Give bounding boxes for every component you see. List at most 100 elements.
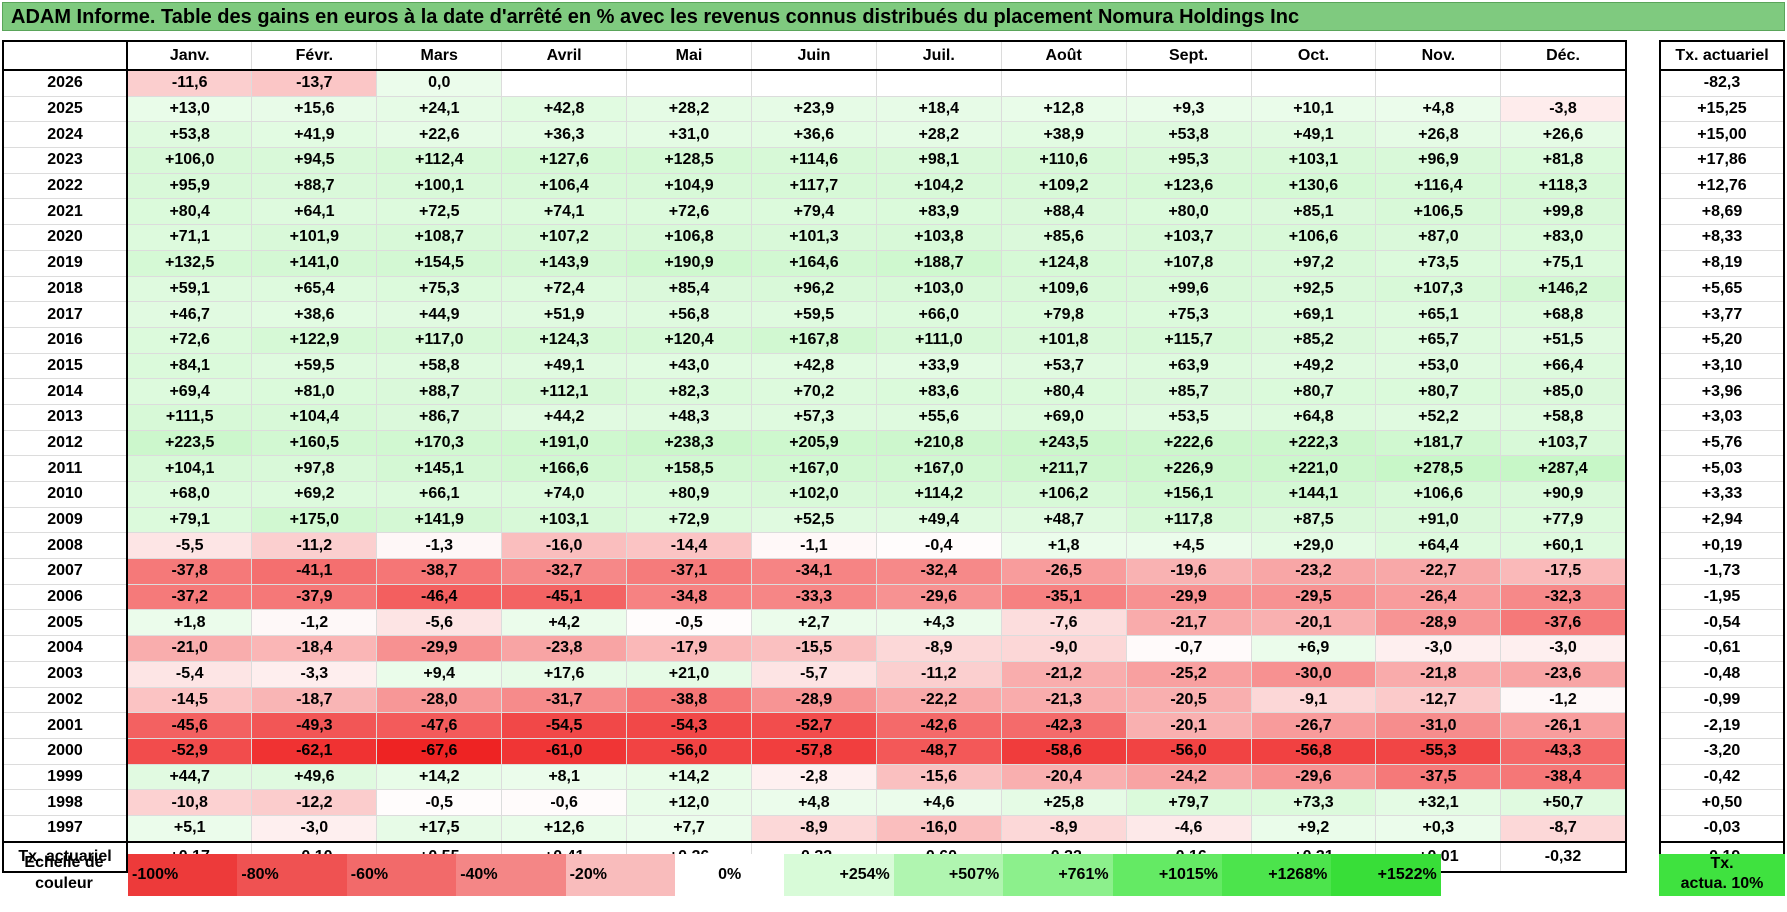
- gain-cell: +106,6: [1250, 224, 1376, 251]
- tx-row: +0,50: [1660, 789, 1784, 816]
- year-row: 2019 +132,5 +141,0 +154,5 +143,9 +190,9 +164,6…: [3, 250, 1626, 277]
- tx-row: +12,76: [1660, 173, 1784, 200]
- gain-cell: +38,6: [251, 301, 377, 328]
- gain-cell: +87,0: [1375, 224, 1501, 251]
- year-row: 2024 +53,8 +41,9 +22,6 +36,3 +31,0 +36,6 +28,2 +…: [3, 121, 1626, 149]
- gain-cell: -37,5: [1375, 764, 1501, 791]
- gain-cell: +111,0: [875, 327, 1002, 354]
- gain-cell: -13,7: [251, 70, 377, 97]
- gain-cell: -21,8: [1375, 661, 1501, 688]
- gain-cell: -23,2: [1250, 558, 1376, 585]
- year-row: 1997 +5,1 -3,0 +17,5 +12,6 +7,7 -8,9 -16,0 -8,9-…: [3, 815, 1626, 843]
- tx-row: -3,20: [1660, 738, 1784, 765]
- gain-cell: +238,3: [626, 430, 752, 457]
- gain-cell: +4,6: [875, 789, 1002, 816]
- gain-cell: +69,2: [251, 481, 377, 508]
- gain-cell: -21,7: [1125, 609, 1252, 637]
- year-row: 2000 -52,9 -62,1 -67,6 -61,0 -56,0 -57,8 -48,7-…: [3, 738, 1626, 765]
- gain-cell: +70,2: [750, 378, 877, 405]
- tx-cell: +8,69: [1660, 198, 1784, 226]
- gain-cell: +4,8: [1375, 96, 1501, 123]
- color-scale-item: -20%: [565, 854, 675, 896]
- gain-cell: +81,0: [251, 378, 377, 405]
- gain-cell: -3,0: [251, 815, 377, 843]
- gain-cell: -20,1: [1125, 712, 1252, 739]
- year-label: 2000: [3, 738, 128, 765]
- gain-cell: +58,8: [376, 353, 502, 380]
- gain-cell: [1250, 70, 1376, 97]
- tx-row: -0,48: [1660, 661, 1784, 688]
- gain-cell: +167,0: [750, 455, 877, 482]
- gain-cell: +144,1: [1250, 481, 1376, 508]
- gain-cell: +226,9: [1125, 455, 1252, 482]
- gain-cell: +127,6: [501, 147, 627, 174]
- gain-cell: +107,3: [1375, 276, 1501, 303]
- gain-cell: +66,4: [1500, 353, 1626, 380]
- gain-cell: +43,0: [626, 353, 752, 380]
- year-label: 2011: [3, 455, 128, 482]
- month-header: Mars: [376, 41, 502, 71]
- gain-cell: -26,4: [1375, 584, 1501, 611]
- gain-cell: -18,7: [251, 687, 377, 714]
- gain-cell: -26,7: [1250, 712, 1376, 739]
- tx-cell: +5,65: [1660, 276, 1784, 303]
- gain-cell: -56,8: [1250, 738, 1376, 765]
- gain-cell: -22,2: [875, 687, 1002, 714]
- gain-cell: +115,7: [1125, 327, 1252, 354]
- gain-cell: +52,2: [1375, 404, 1501, 431]
- gain-cell: -1,2: [1500, 687, 1626, 714]
- gain-cell: +117,8: [1125, 507, 1252, 534]
- gain-cell: -62,1: [251, 738, 377, 765]
- tx-cell: -1,95: [1660, 584, 1784, 611]
- gain-cell: [501, 70, 627, 97]
- gain-cell: +117,0: [376, 327, 502, 354]
- gain-cell: -5,5: [126, 532, 252, 560]
- gain-cell: +181,7: [1375, 430, 1501, 457]
- gain-cell: +90,9: [1500, 481, 1626, 508]
- gain-cell: +46,7: [126, 301, 252, 328]
- tx-cell: -3,20: [1660, 738, 1784, 765]
- gain-cell: +22,6: [376, 121, 502, 149]
- gain-cell: -37,6: [1500, 609, 1626, 637]
- gain-cell: +74,1: [501, 198, 627, 226]
- tx-cell: +2,94: [1660, 507, 1784, 534]
- gain-cell: +166,6: [501, 455, 627, 482]
- gain-cell: +9,2: [1250, 815, 1376, 843]
- gain-cell: +73,3: [1250, 789, 1376, 816]
- tx-row: -1,95: [1660, 584, 1784, 611]
- gain-cell: -45,6: [126, 712, 252, 739]
- gain-cell: +104,4: [251, 404, 377, 431]
- gain-cell: +28,2: [875, 121, 1002, 149]
- year-row: 1999 +44,7 +49,6 +14,2 +8,1 +14,2 -2,8 -15,6 -20…: [3, 764, 1626, 791]
- color-scale-item: +254%: [784, 854, 894, 896]
- gain-cell: +4,3: [875, 609, 1002, 637]
- gain-cell: +103,1: [1250, 147, 1376, 174]
- tx-row: -0,03: [1660, 815, 1784, 843]
- gain-cell: +60,1: [1500, 532, 1626, 560]
- year-row: 2009 +79,1 +175,0 +141,9 +103,1 +72,9 +52,5 +49…: [3, 507, 1626, 534]
- year-label: 2001: [3, 712, 128, 739]
- gain-cell: +49,1: [501, 353, 627, 380]
- gain-cell: +95,3: [1125, 147, 1252, 174]
- year-label: 2003: [3, 661, 128, 688]
- gain-cell: [626, 70, 752, 97]
- gain-cell: [875, 70, 1002, 97]
- gain-cell: -28,9: [1375, 609, 1501, 637]
- gain-cell: +49,1: [1250, 121, 1376, 149]
- gain-cell: -55,3: [1375, 738, 1501, 765]
- gain-cell: +72,6: [126, 327, 252, 354]
- gain-cell: +188,7: [875, 250, 1002, 277]
- gain-cell: +69,1: [1250, 301, 1376, 328]
- gain-cell: -28,0: [376, 687, 502, 714]
- month-header: Juil.: [875, 41, 1002, 71]
- gain-cell: -9,0: [1000, 635, 1127, 662]
- year-row: 2001 -45,6 -49,3 -47,6 -54,5 -54,3 -52,7 -42,6-…: [3, 712, 1626, 739]
- gain-cell: +49,2: [1250, 353, 1376, 380]
- gain-cell: -0,6: [501, 789, 627, 816]
- gain-cell: -1,1: [750, 532, 877, 560]
- gain-cell: +7,7: [626, 815, 752, 843]
- gain-cell: +48,7: [1000, 507, 1127, 534]
- year-row: 2015 +84,1 +59,5 +58,8 +49,1 +43,0 +42,8 +33,9 +…: [3, 353, 1626, 380]
- month-header: Janv.: [126, 41, 252, 71]
- gain-cell: +31,0: [626, 121, 752, 149]
